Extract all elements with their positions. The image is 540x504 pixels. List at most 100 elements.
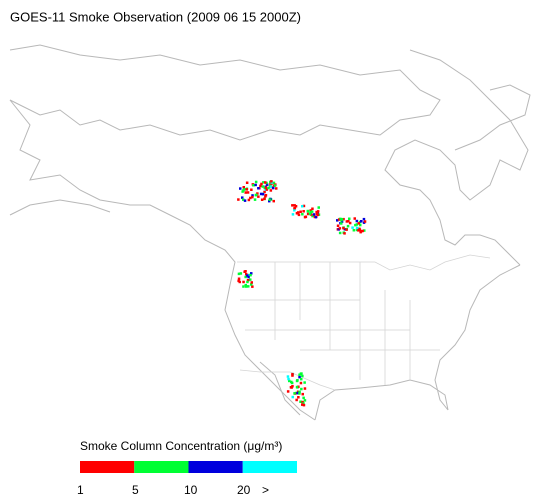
smoke-pixel [347,220,350,223]
smoke-pixel [340,218,344,221]
smoke-pixel [297,213,301,217]
smoke-pixel [296,390,300,393]
colorbar-tick-label: 5 [132,483,139,497]
smoke-pixel [268,199,271,203]
smoke-pixel [293,209,296,212]
smoke-pixel [261,192,265,196]
smoke-pixel [362,217,366,221]
smoke-pixel [256,192,259,195]
smoke-pixel [264,194,268,197]
smoke-pixel [270,180,273,183]
smoke-pixel [310,210,314,213]
borders [237,254,491,391]
smoke-pixel [301,213,304,216]
smoke-pixel [249,196,252,200]
smoke-pixel [315,210,318,214]
smoke-pixel [237,277,241,280]
smoke-pixel [290,386,293,389]
smoke-pixels [237,180,367,407]
smoke-pixel [340,222,343,225]
smoke-pixel [250,188,253,191]
smoke-pixel [286,390,290,393]
smoke-pixel [336,219,339,222]
smoke-pixel [311,207,314,210]
smoke-pixel [246,274,249,277]
smoke-pixel [265,188,269,191]
smoke-pixel [301,400,304,404]
smoke-pixel [257,187,260,190]
smoke-pixel [363,229,366,232]
smoke-pixel [298,392,301,395]
smoke-pixel [308,212,312,216]
smoke-pixel [358,228,362,232]
smoke-pixel [262,181,265,184]
smoke-pixel [291,395,294,399]
smoke-pixel [301,403,304,406]
smoke-pixel [265,183,269,186]
smoke-pixel [260,198,264,201]
smoke-pixel [257,195,260,198]
smoke-pixel [311,214,314,218]
smoke-pixel [355,228,359,232]
smoke-pixel [251,285,254,288]
smoke-pixel [246,191,250,194]
smoke-pixel [275,187,278,190]
smoke-pixel [297,385,300,388]
smoke-pixel [296,391,299,395]
smoke-pixel [250,283,253,286]
smoke-pixel [263,186,266,190]
smoke-pixel [264,186,268,189]
smoke-pixel [309,210,312,214]
smoke-pixel [243,199,247,202]
smoke-pixel [245,181,249,184]
smoke-pixel [254,193,258,197]
smoke-pixel [301,392,304,396]
smoke-pixel [294,205,298,208]
smoke-pixel [264,181,267,184]
smoke-pixel [252,184,255,187]
smoke-pixel [244,275,247,279]
smoke-pixel [300,377,303,381]
smoke-pixel [303,381,306,384]
legend-label: Smoke Column Concentration (μg/m³) [80,439,282,453]
smoke-pixel [291,204,294,207]
smoke-pixel [299,381,303,385]
coastlines [9,44,531,421]
smoke-pixel [242,189,245,192]
smoke-pixel [272,186,275,190]
smoke-pixel [290,380,293,384]
smoke-pixel [300,372,303,375]
smoke-pixel [357,229,360,232]
smoke-pixel [242,186,245,189]
smoke-pixel [296,211,300,214]
smoke-pixel [360,220,363,223]
smoke-pixel [314,215,318,219]
smoke-pixel [345,228,348,231]
smoke-pixel [306,209,310,213]
smoke-pixel [301,374,304,378]
smoke-pixel [249,273,252,277]
smoke-pixel [312,213,316,216]
smoke-pixel [355,226,359,230]
smoke-pixel [260,182,263,186]
smoke-pixel [355,219,359,223]
smoke-pixel [250,272,253,275]
smoke-pixel [242,285,245,288]
colorbar-segment [80,461,135,473]
smoke-pixel [302,204,306,208]
smoke-pixel [291,374,294,377]
colorbar-segment [134,461,189,473]
smoke-pixel [247,198,251,202]
smoke-pixel [272,199,275,203]
smoke-pixel [296,379,299,382]
smoke-pixel [345,220,349,223]
smoke-pixel [302,396,305,400]
smoke-pixel [303,387,307,390]
smoke-pixel [239,272,243,275]
colorbar-segment [242,461,297,473]
smoke-pixel [354,223,357,227]
smoke-pixel [286,375,290,378]
smoke-pixel [242,198,245,201]
smoke-pixel [298,373,301,376]
